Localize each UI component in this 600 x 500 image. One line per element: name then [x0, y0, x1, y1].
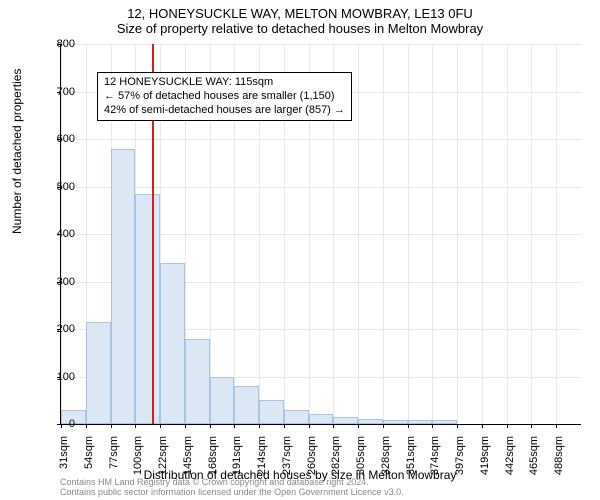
histogram-bar — [185, 339, 210, 425]
x-tick-mark — [358, 424, 359, 428]
x-tick-mark — [135, 424, 136, 428]
histogram-bar — [160, 263, 185, 425]
x-tick-mark — [383, 424, 384, 428]
x-tick-label: 442sqm — [504, 436, 516, 486]
y-tick-label: 0 — [35, 418, 75, 430]
x-tick-label: 191sqm — [231, 436, 243, 486]
y-tick-label: 400 — [35, 228, 75, 240]
gridline-v — [482, 44, 483, 424]
chart-title-main: 12, HONEYSUCKLE WAY, MELTON MOWBRAY, LE1… — [0, 0, 600, 21]
chart-area: 12 HONEYSUCKLE WAY: 115sqm← 57% of detac… — [60, 44, 580, 424]
x-tick-label: 260sqm — [306, 436, 318, 486]
gridline-v — [383, 44, 384, 424]
x-tick-label: 351sqm — [405, 436, 417, 486]
x-tick-mark — [432, 424, 433, 428]
histogram-bar — [234, 386, 259, 424]
x-tick-mark — [86, 424, 87, 428]
y-tick-label: 300 — [35, 276, 75, 288]
annotation-line: 12 HONEYSUCKLE WAY: 115sqm — [104, 76, 345, 90]
y-axis-label: Number of detached properties — [10, 69, 24, 234]
x-tick-label: 122sqm — [157, 436, 169, 486]
x-tick-mark — [185, 424, 186, 428]
annotation-line: ← 57% of detached houses are smaller (1,… — [104, 90, 345, 104]
x-tick-mark — [234, 424, 235, 428]
histogram-bar — [383, 420, 408, 424]
x-tick-label: 77sqm — [108, 436, 120, 486]
x-tick-mark — [160, 424, 161, 428]
x-tick-mark — [259, 424, 260, 428]
x-tick-mark — [457, 424, 458, 428]
x-tick-label: 145sqm — [182, 436, 194, 486]
y-tick-label: 100 — [35, 371, 75, 383]
x-tick-label: 54sqm — [83, 436, 95, 486]
histogram-bar — [259, 400, 284, 424]
x-tick-mark — [309, 424, 310, 428]
gridline-v — [531, 44, 532, 424]
x-tick-label: 282sqm — [330, 436, 342, 486]
x-tick-label: 374sqm — [429, 436, 441, 486]
x-tick-label: 214sqm — [256, 436, 268, 486]
annotation-box: 12 HONEYSUCKLE WAY: 115sqm← 57% of detac… — [97, 72, 352, 121]
x-tick-mark — [333, 424, 334, 428]
histogram-bar — [86, 322, 111, 424]
x-tick-label: 328sqm — [380, 436, 392, 486]
annotation-line: 42% of semi-detached houses are larger (… — [104, 104, 345, 118]
y-tick-label: 200 — [35, 323, 75, 335]
y-tick-label: 700 — [35, 86, 75, 98]
plot-region: 12 HONEYSUCKLE WAY: 115sqm← 57% of detac… — [60, 44, 581, 425]
gridline-v — [507, 44, 508, 424]
x-tick-mark — [556, 424, 557, 428]
gridline-v — [432, 44, 433, 424]
x-tick-mark — [482, 424, 483, 428]
y-tick-label: 600 — [35, 133, 75, 145]
gridline-v — [358, 44, 359, 424]
x-tick-label: 465sqm — [528, 436, 540, 486]
x-tick-label: 100sqm — [132, 436, 144, 486]
x-tick-label: 305sqm — [355, 436, 367, 486]
gridline-h — [61, 139, 581, 140]
gridline-v — [408, 44, 409, 424]
x-tick-label: 31sqm — [58, 436, 70, 486]
x-tick-label: 419sqm — [479, 436, 491, 486]
footer-line2: Contains public sector information licen… — [60, 488, 404, 498]
x-tick-label: 237sqm — [281, 436, 293, 486]
histogram-bar — [432, 420, 457, 424]
histogram-bar — [333, 417, 358, 424]
x-tick-mark — [284, 424, 285, 428]
x-tick-label: 397sqm — [454, 436, 466, 486]
chart-title-sub: Size of property relative to detached ho… — [0, 21, 600, 36]
gridline-h — [61, 187, 581, 188]
x-tick-mark — [408, 424, 409, 428]
gridline-v — [556, 44, 557, 424]
y-tick-label: 500 — [35, 181, 75, 193]
x-tick-mark — [531, 424, 532, 428]
histogram-bar — [358, 419, 383, 424]
chart-container: 12, HONEYSUCKLE WAY, MELTON MOWBRAY, LE1… — [0, 0, 600, 500]
gridline-v — [457, 44, 458, 424]
y-tick-label: 800 — [35, 38, 75, 50]
x-tick-label: 488sqm — [553, 436, 565, 486]
x-tick-mark — [507, 424, 508, 428]
x-tick-mark — [111, 424, 112, 428]
histogram-bar — [309, 414, 334, 424]
histogram-bar — [135, 194, 160, 424]
histogram-bar — [284, 410, 309, 424]
x-tick-label: 168sqm — [207, 436, 219, 486]
histogram-bar — [111, 149, 136, 425]
x-tick-mark — [210, 424, 211, 428]
gridline-h — [61, 44, 581, 45]
histogram-bar — [408, 420, 433, 424]
histogram-bar — [210, 377, 235, 425]
